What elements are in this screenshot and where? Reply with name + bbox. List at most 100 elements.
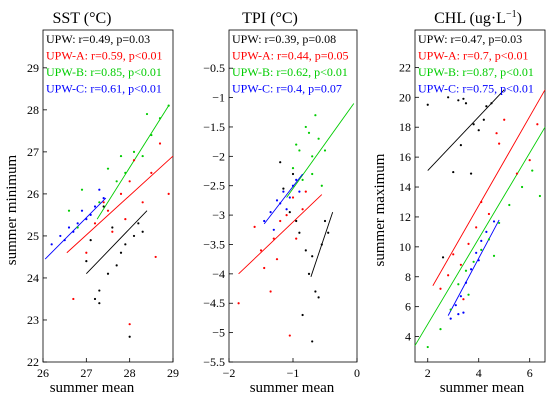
data-point-upw-a-tpi — [285, 213, 288, 217]
stat-label-upw-tpi: UPW: r=0.39, p=0.08 — [232, 32, 336, 46]
x-tick-label-chl: 4 — [476, 366, 482, 380]
y-tick-label-sst: 23 — [27, 313, 39, 327]
data-point-upw-sst — [119, 251, 123, 254]
data-point-upw-chl — [464, 102, 468, 105]
data-point-upw-c-chl — [462, 311, 465, 314]
y-tick-label-tpi: −5.5 — [203, 355, 225, 369]
ticks-tpi: −2 −1 0 −5.5 −5 −4.5 −4 −3.5 −3 −2.5 −2 −1.5 −1 −0.5 — [203, 61, 360, 380]
data-point-upw-c-sst — [59, 234, 62, 238]
y-tick-label-tpi: −4 — [212, 267, 225, 281]
data-point-upw-a-chl — [498, 142, 501, 145]
x-tick-label-chl: 2 — [425, 366, 431, 380]
data-point-upw-a-sst — [72, 297, 75, 301]
data-point-upw-b-sst — [132, 150, 136, 153]
stat-label-upw-c-tpi: UPW-C: r=0.4, p=0.07 — [232, 82, 342, 96]
stat-label-upw-b-tpi: UPW-B: r=0.62, p<0.01 — [232, 65, 348, 79]
data-point-upw-sst — [85, 260, 88, 263]
data-point-upw-a-sst — [128, 180, 131, 183]
data-point-upw-a-sst — [141, 201, 144, 204]
data-point-upw-b-sst — [158, 117, 162, 120]
data-point-upw-b-tpi — [320, 184, 323, 187]
data-point-upw-chl — [472, 123, 475, 126]
data-point-upw-c-chl — [457, 313, 460, 316]
x-axis-label-tpi: summer mean — [250, 380, 335, 396]
data-point-upw-a-sst — [119, 192, 123, 195]
plot-frame-chl — [414, 29, 546, 363]
data-point-upw-tpi — [288, 211, 291, 214]
x-tick-label-chl: 6 — [527, 366, 533, 380]
panel-title-chl-end: ) — [517, 10, 522, 27]
y-tick-label-chl: 20 — [399, 90, 411, 104]
data-point-upw-c-tpi — [263, 219, 266, 223]
stat-label-upw-a-sst: UPW-A: r=0.59, p<0.01 — [46, 49, 163, 63]
data-point-upw-chl — [441, 256, 445, 259]
data-point-upw-b-sst — [67, 209, 71, 212]
data-point-upw-c-sst — [76, 222, 79, 225]
fit-line-upw-a-chl — [432, 89, 546, 286]
data-point-upw-b-sst — [141, 154, 144, 158]
data-point-upw-b-chl — [531, 169, 534, 172]
data-point-upw-b-sst — [98, 201, 101, 204]
data-point-upw-b-sst — [106, 167, 110, 170]
data-point-upw-a-chl — [495, 132, 498, 135]
data-point-upw-b-chl — [472, 260, 475, 263]
data-point-upw-b-tpi — [314, 114, 317, 117]
data-point-upw-c-tpi — [279, 202, 282, 205]
x-tick-label-sst: 29 — [167, 366, 179, 380]
fit-line-upw-b-tpi — [286, 103, 355, 198]
data-point-upw-a-sst — [150, 171, 153, 174]
data-point-upw-b-sst — [150, 133, 153, 137]
data-point-upw-a-sst — [124, 218, 127, 221]
data-point-upw-sst — [141, 230, 144, 233]
y-tick-label-tpi: −0.5 — [203, 61, 225, 75]
plot-area-chl: 2 4 6 4 6 8 10 12 14 16 18 20 22 UPW: r=0.47, p=0.03… — [399, 29, 546, 380]
stat-label-upw-c-chl: UPW-C: r=0.75, p<0.01 — [418, 82, 534, 96]
data-point-upw-b-sst — [167, 104, 170, 107]
data-point-upw-b-sst — [119, 154, 123, 158]
data-point-upw-b-chl — [449, 308, 452, 311]
x-tick-label-tpi: −2 — [223, 366, 236, 380]
data-point-upw-chl — [462, 97, 465, 100]
data-point-upw-c-sst — [102, 197, 105, 200]
ticks-sst: 26 27 28 29 22 23 24 25 26 27 28 29 — [27, 61, 179, 380]
data-point-upw-a-chl — [447, 274, 450, 277]
data-point-upw-b-chl — [508, 203, 511, 207]
data-point-upw-b-tpi — [307, 131, 311, 134]
y-tick-label-sst: 22 — [27, 355, 39, 369]
data-point-upw-sst — [98, 302, 101, 305]
data-point-upw-tpi — [311, 255, 314, 258]
data-point-upw-b-sst — [80, 188, 84, 191]
y-tick-label-tpi: −3 — [212, 208, 225, 222]
data-point-upw-a-chl — [467, 242, 470, 245]
plot-area-tpi: −2 −1 0−5.5−5−4.5−4−3.5−3−2.5−2−1.5−1−0.5 … — [203, 29, 360, 380]
data-point-upw-c-tpi — [295, 178, 298, 181]
data-point-upw-tpi — [323, 219, 327, 223]
data-point-upw-c-tpi — [288, 196, 291, 199]
data-point-upw-b-tpi — [301, 178, 304, 181]
stat-label-upw-b-chl: UPW-B: r=0.87, p<0.01 — [418, 65, 534, 79]
data-point-upw-a-sst — [132, 159, 136, 162]
y-axis-label-sst: summer minimum — [4, 154, 20, 265]
data-point-upw-b-sst — [124, 171, 127, 174]
data-point-upw-tpi — [295, 219, 298, 223]
data-point-upw-sst — [106, 272, 110, 275]
data-point-upw-b-chl — [520, 185, 524, 189]
stat-label-upw-sst: UPW: r=0.49, p=0.03 — [46, 32, 150, 46]
y-tick-label-chl: 10 — [399, 240, 411, 254]
stats-chl: UPW: r=0.47, p=0.03 UPW-A: r=0.7, p<0.01 U… — [418, 32, 534, 96]
panel-title-tpi: TPI (°C) — [242, 10, 298, 27]
y-tick-label-chl: 22 — [399, 60, 411, 74]
data-point-upw-c-chl — [469, 268, 473, 271]
data-point-upw-sst — [132, 234, 136, 238]
data-point-upw-sst — [111, 226, 114, 229]
data-point-upw-b-tpi — [311, 172, 314, 176]
panel-tpi: TPI (°C) summer mean −2 −1 0 −5.5 −5 −4.5 −4 −3… — [203, 10, 360, 396]
data-point-upw-c-tpi — [285, 208, 288, 211]
data-point-upw-chl — [490, 102, 493, 105]
stat-label-upw-a-chl: UPW-A: r=0.7, p<0.01 — [418, 49, 529, 63]
data-point-upw-c-chl — [492, 220, 496, 223]
x-tick-label-sst: 28 — [124, 366, 136, 380]
points-chl — [426, 96, 542, 349]
data-point-upw-c-sst — [93, 205, 97, 208]
stats-tpi: UPW: r=0.39, p=0.08 UPW-A: r=0.44, p=0.05… — [232, 32, 349, 96]
